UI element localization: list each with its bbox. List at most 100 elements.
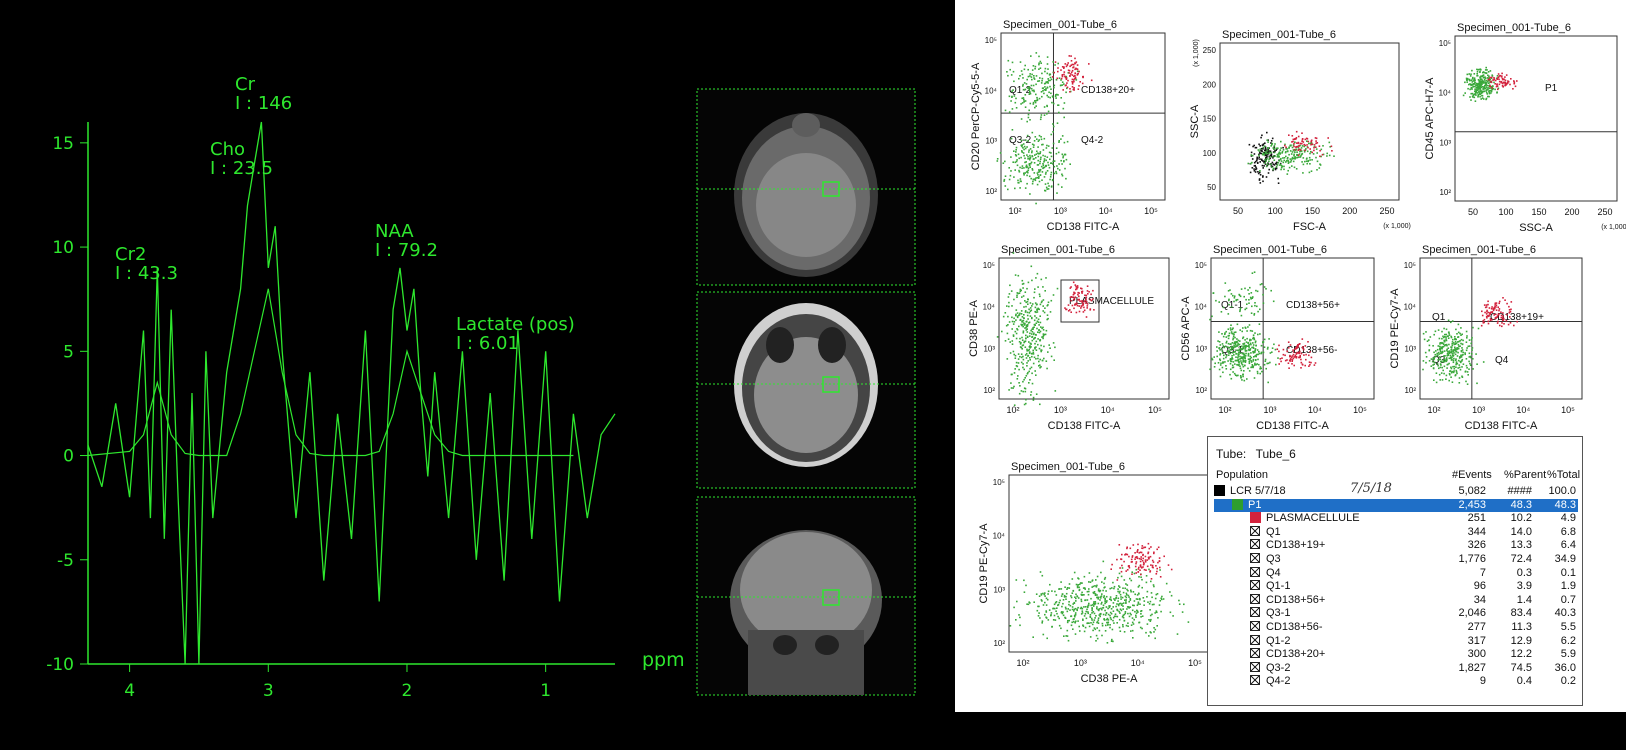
- population-color-swatch[interactable]: [1250, 512, 1261, 524]
- table-row[interactable]: Q4-2 9 0.4 0.2: [1214, 675, 1578, 688]
- table-row[interactable]: Q3-2 1,827 74.5 36.0: [1214, 661, 1578, 675]
- event-dot: [1474, 79, 1476, 81]
- table-row[interactable]: Q3-1 2,046 83.4 40.3: [1214, 607, 1578, 620]
- event-dot: [1039, 77, 1041, 79]
- gate-hidden-icon[interactable]: [1250, 580, 1260, 591]
- event-dot: [1462, 339, 1464, 342]
- voxel-box[interactable]: [822, 376, 840, 393]
- table-row[interactable]: CD138+56+ 34 1.4 0.7: [1214, 593, 1578, 607]
- event-dot: [1059, 599, 1061, 602]
- gate-hidden-icon[interactable]: [1250, 593, 1260, 604]
- event-dot: [1077, 597, 1080, 599]
- event-dot: [1128, 565, 1130, 567]
- event-dot: [1151, 559, 1154, 562]
- table-row[interactable]: PLASMACELLULE 251 10.2 4.9: [1214, 512, 1578, 525]
- table-row[interactable]: Q1 344 14.0 6.8: [1214, 525, 1578, 539]
- event-dot: [1060, 595, 1063, 597]
- event-dot: [1249, 329, 1252, 332]
- event-dot: [1438, 358, 1441, 361]
- event-dot: [1237, 360, 1240, 362]
- table-row[interactable]: LCR 5/7/18 5,082 #### 100.0: [1214, 485, 1578, 498]
- event-dot: [1158, 557, 1161, 559]
- event-dot: [1472, 96, 1474, 98]
- table-row[interactable]: P1 2,453 48.3 48.3: [1214, 498, 1578, 512]
- gate-hidden-icon[interactable]: [1250, 566, 1260, 577]
- gate-hidden-icon[interactable]: [1250, 661, 1260, 672]
- event-dot: [1084, 299, 1086, 302]
- event-dot: [1309, 142, 1312, 145]
- event-dot: [1140, 573, 1142, 576]
- event-dot: [1141, 615, 1144, 617]
- event-dot: [1017, 274, 1020, 277]
- event-dot: [1130, 613, 1132, 616]
- table-row[interactable]: CD138+19+ 326 13.3 6.4: [1214, 539, 1578, 552]
- event-dot: [1481, 75, 1483, 78]
- event-dot: [1491, 88, 1493, 91]
- event-dot: [1239, 329, 1241, 331]
- event-dot: [1031, 339, 1034, 342]
- event-dot: [1278, 160, 1280, 162]
- event-dot: [1254, 340, 1257, 343]
- table-row[interactable]: Q1-2 317 12.9 6.2: [1214, 634, 1578, 648]
- gate-hidden-icon[interactable]: [1250, 525, 1260, 536]
- gate-hidden-icon[interactable]: [1250, 607, 1260, 618]
- mri-axial-middle[interactable]: [696, 291, 916, 489]
- event-dot: [1310, 143, 1312, 146]
- event-dot: [1042, 143, 1044, 146]
- event-dot: [1227, 354, 1230, 356]
- gate-hidden-icon[interactable]: [1250, 634, 1260, 645]
- table-row[interactable]: Q4 7 0.3 0.1: [1214, 566, 1578, 580]
- event-dot: [1109, 617, 1112, 619]
- event-dot: [1237, 357, 1239, 359]
- event-dot: [1030, 346, 1032, 348]
- event-dot: [1045, 159, 1047, 162]
- voxel-box[interactable]: [822, 589, 840, 606]
- event-dot: [1046, 598, 1049, 601]
- event-dot: [1450, 357, 1452, 360]
- table-row[interactable]: Q3 1,776 72.4 34.9: [1214, 553, 1578, 566]
- y-tick-label: 15: [52, 134, 74, 154]
- x-tick-label: 10²: [1006, 405, 1019, 415]
- event-dot: [1031, 168, 1034, 170]
- event-dot: [1455, 366, 1457, 368]
- event-dot: [1513, 81, 1516, 83]
- event-dot: [1235, 353, 1237, 355]
- event-dot: [1097, 619, 1100, 621]
- population-color-swatch[interactable]: [1232, 498, 1243, 510]
- gate-hidden-icon[interactable]: [1250, 675, 1260, 686]
- event-dot: [1266, 348, 1269, 350]
- table-row[interactable]: CD138+20+ 300 12.2 5.9: [1214, 648, 1578, 661]
- event-dot: [1224, 282, 1227, 284]
- table-row[interactable]: Q1-1 96 3.9 1.9: [1214, 580, 1578, 593]
- event-dot: [1042, 633, 1045, 636]
- gate-hidden-icon[interactable]: [1250, 621, 1260, 631]
- event-dot: [1125, 624, 1128, 627]
- event-dot: [1264, 142, 1266, 144]
- event-dot: [1073, 75, 1075, 78]
- event-dot: [1034, 315, 1036, 317]
- event-dot: [1244, 308, 1246, 311]
- mri-coronal-bottom[interactable]: [696, 496, 916, 696]
- voxel-box[interactable]: [822, 181, 840, 197]
- event-dot: [1150, 592, 1153, 594]
- event-dot: [1153, 585, 1155, 588]
- event-dot: [1476, 84, 1479, 86]
- event-dot: [1457, 351, 1459, 354]
- event-dot: [1469, 96, 1471, 98]
- event-dot: [1060, 84, 1062, 87]
- event-dot: [1258, 323, 1261, 325]
- event-dot: [1150, 546, 1152, 548]
- population-color-swatch[interactable]: [1214, 485, 1225, 496]
- event-dot: [1067, 69, 1070, 72]
- gate-hidden-icon[interactable]: [1250, 539, 1260, 550]
- x-tick-label: 1: [540, 681, 551, 701]
- mri-axial-top[interactable]: [696, 88, 916, 286]
- gate-hidden-icon[interactable]: [1250, 553, 1260, 563]
- event-dot: [1494, 79, 1497, 82]
- event-dot: [1078, 586, 1080, 589]
- event-dot: [1074, 615, 1076, 618]
- gate-hidden-icon[interactable]: [1250, 648, 1260, 659]
- event-dot: [1284, 151, 1287, 154]
- table-row[interactable]: CD138+56- 277 11.3 5.5: [1214, 621, 1578, 634]
- event-dot: [1457, 331, 1460, 334]
